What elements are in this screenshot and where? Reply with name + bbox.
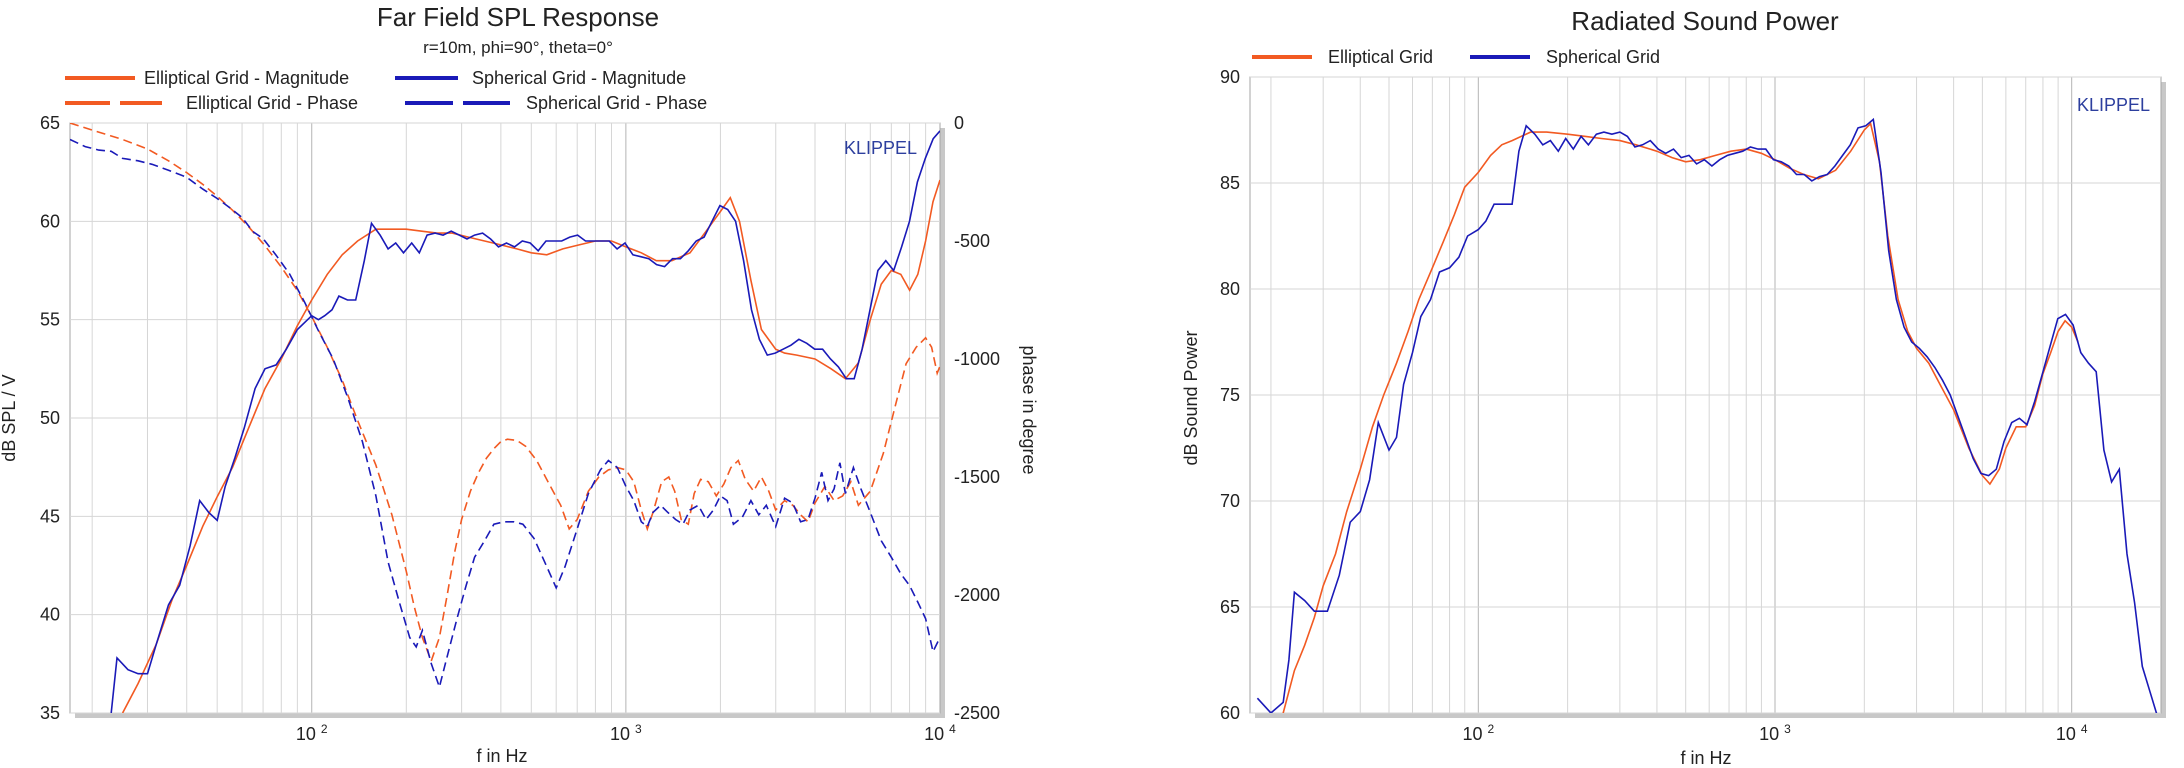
- series-line-spherical-grid-phase: [70, 138, 940, 690]
- series-line-elliptical-grid: [1282, 122, 2079, 713]
- legend: Elliptical Grid - Magnitude Spherical Gr…: [65, 68, 707, 113]
- watermark: KLIPPEL: [844, 138, 917, 158]
- plot-shadow: [75, 713, 945, 718]
- chart-far-field: Far Field SPL Response r=10m, phi=90°, t…: [0, 2, 1039, 766]
- y-axis-right-ticks: 0 -500 -1000 -1500 -2000 -2500: [954, 113, 1000, 723]
- chart-sound-power: Radiated Sound Power Elliptical Grid Sph…: [1181, 6, 2166, 768]
- y-tick-label: 60: [40, 211, 60, 231]
- x-tick-label: 10 2: [1462, 722, 1494, 744]
- x-axis-ticks: 10 2 10 3 10 4: [1462, 722, 2087, 744]
- y-right-tick-label: -500: [954, 231, 990, 251]
- plot-shadow: [1255, 713, 2166, 718]
- y-tick-label: 50: [40, 408, 60, 428]
- legend-label: Spherical Grid - Magnitude: [472, 68, 686, 88]
- grid: [70, 122, 940, 714]
- series-line-elliptical-grid-phase: [70, 123, 940, 664]
- x-tick-label: 10 4: [2056, 722, 2088, 744]
- series-group: [1256, 117, 2158, 713]
- y-axis-ticks: 60 65 70 75 80 85 90: [1220, 67, 1240, 723]
- legend-label: Elliptical Grid - Magnitude: [144, 68, 349, 88]
- legend-label: Spherical Grid: [1546, 47, 1660, 67]
- chart-title: Far Field SPL Response: [377, 2, 659, 32]
- legend-label: Elliptical Grid: [1328, 47, 1433, 67]
- grid: [1250, 76, 2161, 714]
- x-tick-label: 10 3: [1759, 722, 1791, 744]
- y-tick-label: 75: [1220, 385, 1240, 405]
- y-tick-label: 45: [40, 506, 60, 526]
- x-tick-label: 10 4: [924, 722, 956, 744]
- y-axis-label: dB SPL / V: [0, 374, 19, 461]
- x-tick-label: 10 3: [610, 722, 642, 744]
- y-tick-label: 35: [40, 703, 60, 723]
- chart-subtitle: r=10m, phi=90°, theta=0°: [423, 38, 613, 57]
- series-line-spherical-grid: [1256, 117, 2158, 713]
- y-tick-label: 65: [40, 113, 60, 133]
- plot-area-right: KLIPPEL 60 65 70 75 80 85 90 10 2 10 3 10 4: [1220, 67, 2166, 744]
- y-tick-label: 85: [1220, 173, 1240, 193]
- x-axis-ticks: 10 2 10 3 10 4: [296, 722, 956, 744]
- series-group: [70, 123, 940, 713]
- legend: Elliptical Grid Spherical Grid: [1252, 47, 1660, 67]
- y-tick-label: 55: [40, 310, 60, 330]
- y-right-tick-label: -2500: [954, 703, 1000, 723]
- plot-shadow: [2161, 82, 2166, 718]
- y-right-tick-label: -2000: [954, 585, 1000, 605]
- plot-area-left: KLIPPEL 35 40 45 50 55 60 65 0 -500 -1000 -1500 -2…: [40, 113, 1000, 744]
- y-axis-right-label: phase in degree: [1019, 345, 1039, 474]
- y-tick-label: 60: [1220, 703, 1240, 723]
- plot-shadow: [940, 128, 945, 718]
- legend-label: Elliptical Grid - Phase: [186, 93, 358, 113]
- y-tick-label: 70: [1220, 491, 1240, 511]
- x-tick-label: 10 2: [296, 722, 328, 744]
- y-right-tick-label: -1500: [954, 467, 1000, 487]
- y-tick-label: 90: [1220, 67, 1240, 87]
- x-axis-label: f in Hz: [1680, 748, 1731, 768]
- y-tick-label: 40: [40, 605, 60, 625]
- series-line-elliptical-grid-magnitude: [121, 179, 940, 713]
- y-tick-label: 80: [1220, 279, 1240, 299]
- watermark: KLIPPEL: [2077, 95, 2150, 115]
- y-axis-ticks: 35 40 45 50 55 60 65: [40, 113, 60, 723]
- x-axis-label: f in Hz: [476, 746, 527, 766]
- series-line-spherical-grid-magnitude: [110, 130, 940, 713]
- y-tick-label: 65: [1220, 597, 1240, 617]
- y-right-tick-label: 0: [954, 113, 964, 133]
- legend-label: Spherical Grid - Phase: [526, 93, 707, 113]
- y-axis-label: dB Sound Power: [1181, 330, 1201, 465]
- chart-title: Radiated Sound Power: [1571, 6, 1839, 36]
- y-right-tick-label: -1000: [954, 349, 1000, 369]
